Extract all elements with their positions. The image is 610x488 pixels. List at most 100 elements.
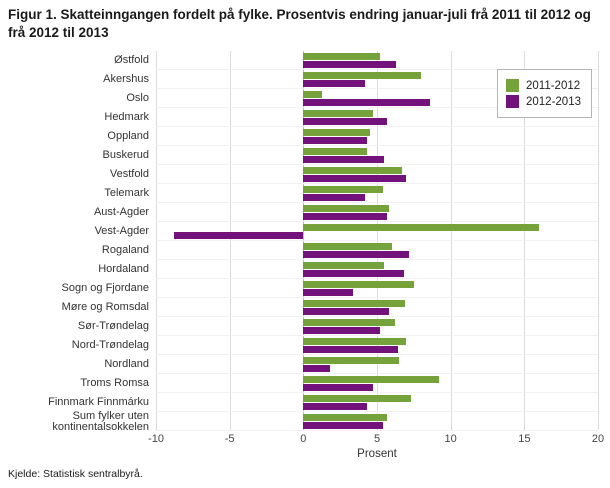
bar-2012-2013 xyxy=(173,232,304,240)
y-axis-label: Østfold xyxy=(114,54,149,67)
bar-2012-2013 xyxy=(303,80,366,88)
y-axis-label: Hordaland xyxy=(98,263,149,276)
bar-row: Rogaland xyxy=(6,241,598,261)
bar-row: Oppland xyxy=(6,127,598,147)
bar-track xyxy=(156,374,598,394)
y-axis-label: Sør-Trøndelag xyxy=(77,320,149,333)
bar-row: Nordland xyxy=(6,355,598,375)
bar-2012-2013 xyxy=(303,61,397,69)
x-tick-label: 5 xyxy=(373,433,381,446)
bar-2012-2013 xyxy=(303,99,431,107)
bar-2011-2012 xyxy=(303,129,370,137)
bar-track xyxy=(156,279,598,299)
bar-track xyxy=(156,70,598,90)
y-axis-label: Troms Romsa xyxy=(80,377,149,390)
y-axis-label: Aust-Agder xyxy=(93,206,149,219)
bar-track xyxy=(156,336,598,356)
bar-row: Finnmark Finnmárku xyxy=(6,393,598,413)
bar-2011-2012 xyxy=(303,243,392,251)
bar-2012-2013 xyxy=(303,251,410,259)
bar-track xyxy=(156,127,598,147)
bar-2012-2013 xyxy=(303,327,380,335)
y-axis-label: Telemark xyxy=(104,187,149,200)
bar-2012-2013 xyxy=(303,308,389,316)
bar-track xyxy=(156,108,598,128)
bar-track xyxy=(156,241,598,261)
bar-track xyxy=(156,165,598,185)
y-axis-label: Oslo xyxy=(126,92,149,105)
bar-2012-2013 xyxy=(303,118,388,126)
bar-track xyxy=(156,184,598,204)
bar-2012-2013 xyxy=(303,156,385,164)
bar-2011-2012 xyxy=(303,148,367,156)
y-axis-label: Nord-Trøndelag xyxy=(71,339,149,352)
legend-entry-2011-2012: 2011-2012 xyxy=(506,79,581,93)
bar-track xyxy=(156,203,598,223)
bar-row: Oslo xyxy=(6,89,598,109)
bar-2012-2013 xyxy=(303,365,330,373)
bar-row: Buskerud xyxy=(6,146,598,166)
y-axis-label: Sogn og Fjordane xyxy=(61,282,149,295)
x-tick-label: 0 xyxy=(300,433,307,446)
bar-2012-2013 xyxy=(303,175,407,183)
bar-row: Vest-Agder xyxy=(6,222,598,242)
bar-row: Vestfold xyxy=(6,165,598,185)
bar-track xyxy=(156,51,598,71)
y-axis-label: Møre og Romsdal xyxy=(61,301,149,314)
chart-title: Figur 1. Skatteinngangen fordelt på fylk… xyxy=(8,7,591,40)
bar-2011-2012 xyxy=(303,281,414,289)
bar-2011-2012 xyxy=(303,357,400,365)
bar-track xyxy=(156,412,598,432)
y-axis-label: Rogaland xyxy=(101,244,149,257)
bar-2012-2013 xyxy=(303,137,367,145)
bar-2011-2012 xyxy=(303,319,395,327)
bar-2012-2013 xyxy=(303,422,383,430)
y-axis-label: Akershus xyxy=(103,73,149,86)
y-axis-label: Nordland xyxy=(104,358,149,371)
y-axis-label: Oppland xyxy=(107,130,149,143)
bar-track xyxy=(156,355,598,375)
bar-row: Østfold xyxy=(6,51,598,71)
bar-2012-2013 xyxy=(303,194,366,202)
bar-track xyxy=(156,393,598,413)
legend-swatch-purple xyxy=(506,95,519,109)
bar-rows: Østfold Akershus Oslo Hedmark Oppland Buskeru… xyxy=(6,51,598,432)
bar-2012-2013 xyxy=(303,289,354,297)
x-tick-label: 10 xyxy=(444,433,457,446)
bar-2011-2012 xyxy=(303,167,403,175)
bar-row: Aust-Agder xyxy=(6,203,598,223)
bar-row: Møre og Romsdal xyxy=(6,298,598,318)
bar-track xyxy=(156,89,598,109)
y-axis-label: Hedmark xyxy=(104,111,149,124)
bar-track xyxy=(156,222,598,242)
chart-legend: 2011-2012 2012-2013 xyxy=(497,69,592,119)
bar-track xyxy=(156,298,598,318)
bar-row: Hordaland xyxy=(6,260,598,280)
bar-2012-2013 xyxy=(303,213,388,221)
x-axis-title: Prosent xyxy=(357,448,397,461)
legend-label: 2011-2012 xyxy=(526,79,581,92)
bar-2011-2012 xyxy=(303,53,380,61)
bar-chart: Østfold Akershus Oslo Hedmark Oppland Buskeru… xyxy=(6,51,599,432)
y-axis-label: Vestfold xyxy=(109,168,149,181)
bar-2011-2012 xyxy=(303,262,385,270)
bar-2011-2012 xyxy=(303,186,383,194)
bar-row: Sum fylker uten kontinentalsokkelen xyxy=(6,411,598,432)
bar-track xyxy=(156,260,598,280)
bar-2011-2012 xyxy=(303,72,422,80)
x-tick-label: 20 xyxy=(591,433,605,446)
source-note: Kjelde: Statistisk sentralbyrå. xyxy=(8,468,143,481)
bar-2012-2013 xyxy=(303,270,404,278)
bar-row: Nord-Trøndelag xyxy=(6,336,598,356)
bar-row: Sør-Trøndelag xyxy=(6,317,598,337)
bar-2011-2012 xyxy=(303,300,405,308)
bar-2011-2012 xyxy=(303,414,388,422)
gridline xyxy=(598,51,599,431)
bar-2011-2012 xyxy=(303,205,389,213)
x-tick-label: -5 xyxy=(224,433,235,446)
bar-2011-2012 xyxy=(303,224,540,232)
x-axis: -10 -5 0 5 10 15 20 xyxy=(148,431,604,446)
bar-2011-2012 xyxy=(303,91,323,99)
bar-row: Telemark xyxy=(6,184,598,204)
